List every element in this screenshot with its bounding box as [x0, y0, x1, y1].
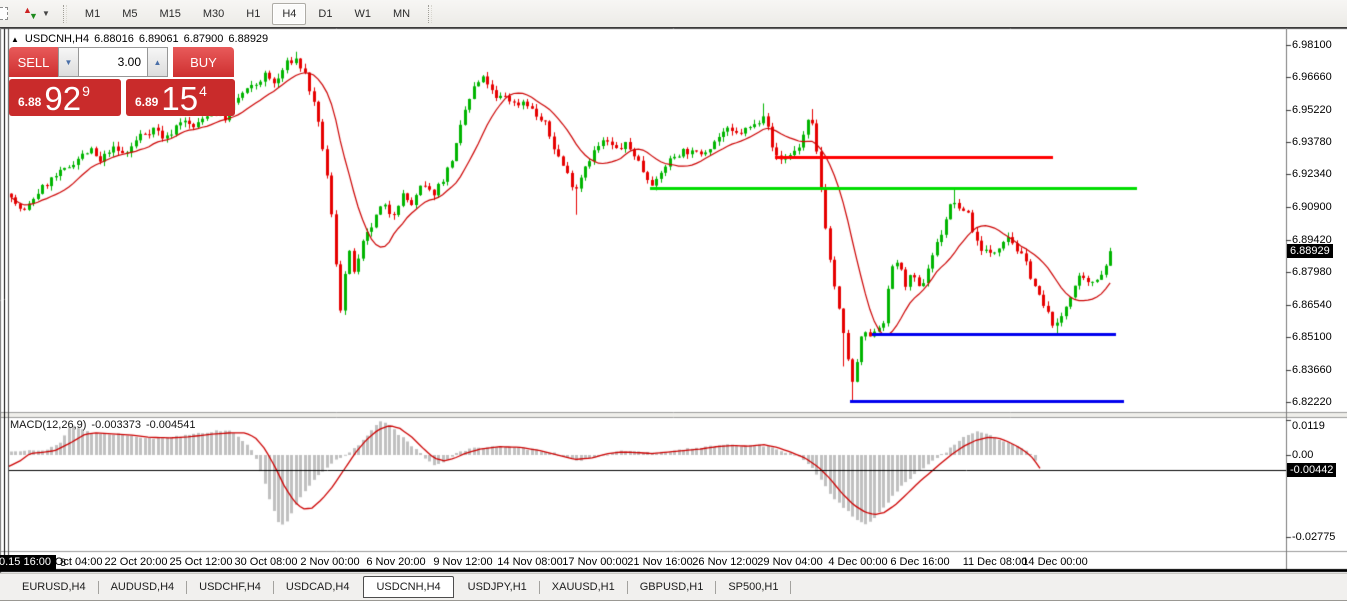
- chart-marker-icon: ▲: [11, 35, 19, 44]
- timeframe-buttons: M1 M5 M15 M30 H1 H4 D1 W1 MN: [74, 2, 421, 25]
- ask-pip-digit: 4: [199, 83, 207, 99]
- ask-prefix: 6.89: [135, 95, 159, 109]
- bid-prefix: 6.88: [18, 95, 42, 109]
- tab-separator: [538, 580, 540, 594]
- order-dropdown-caret-icon[interactable]: ▼: [42, 9, 50, 18]
- bid-big-digits: 92: [44, 80, 82, 117]
- current-price-tag: 6.88929: [1287, 244, 1333, 259]
- timeframe-button-h1[interactable]: H1: [246, 7, 261, 20]
- macd-axis-label: 0.00: [1292, 449, 1314, 461]
- macd-axis-label: 0.0119: [1292, 420, 1325, 432]
- tab-usdjpy[interactable]: USDJPY,H1: [467, 581, 527, 593]
- time-axis-label: 14 Nov 08:00: [497, 556, 563, 568]
- time-axis-label: 26 Nov 12:00: [692, 556, 758, 568]
- time-axis-label: 22 Oct 20:00: [104, 556, 168, 568]
- macd-value-1: -0.003373: [91, 419, 141, 431]
- crosshair-time-tag: 0.15 16:00: [0, 555, 56, 570]
- price-axis-label: 6.90900: [1292, 200, 1332, 213]
- time-axis-label: 9 Nov 12:00: [433, 556, 493, 568]
- symbol-tab-bar: EURUSD,H4 AUDUSD,H4 USDCHF,H4 USDCAD,H4 USDC…: [0, 573, 1347, 601]
- tab-usdcnh[interactable]: USDCNH,H4: [363, 576, 454, 598]
- clipped-toolbar-icon[interactable]: [0, 7, 8, 20]
- macd-value-2: -0.004541: [145, 419, 196, 431]
- order-arrow-up-icon: ▲: [23, 4, 32, 15]
- tab-usdchf[interactable]: USDCHF,H4: [199, 581, 261, 593]
- new-order-icon[interactable]: ▲ ▼: [22, 4, 40, 22]
- price-axis-label: 6.83660: [1292, 363, 1332, 376]
- chart-title: ▲ USDCNH,H4 6.88016 6.89061 6.87900 6.88…: [11, 33, 268, 45]
- time-axis-label: 25 Oct 12:00: [169, 556, 233, 568]
- tab-eurusd[interactable]: EURUSD,H4: [22, 581, 86, 593]
- tab-audusd[interactable]: AUDUSD,H4: [110, 581, 175, 593]
- tab-separator: [97, 580, 99, 594]
- order-arrow-down-icon: ▼: [29, 10, 38, 21]
- tab-xauusd[interactable]: XAUUSD,H1: [551, 581, 615, 593]
- macd-indicator-label: MACD(12,26,9) -0.003373 -0.004541: [10, 419, 196, 431]
- ohlc-close: 6.88929: [228, 33, 269, 45]
- volume-increase-button[interactable]: ▲: [147, 47, 168, 77]
- price-axis-label: 6.92340: [1292, 168, 1332, 181]
- timeframe-button-h4[interactable]: H4: [272, 2, 307, 25]
- toolbar-separator: [62, 4, 67, 23]
- time-axis-label: 17 Nov 00:00: [562, 556, 628, 568]
- price-axis-label: 6.89420: [1292, 234, 1332, 247]
- time-axis-label: 14 Dec 00:00: [1022, 556, 1088, 568]
- crosshair-macd-value-tag: -0.00442: [1287, 463, 1337, 477]
- bid-pip-digit: 9: [82, 83, 90, 99]
- timeframe-button-m15[interactable]: M15: [159, 7, 181, 20]
- timeframe-button-m5[interactable]: M5: [122, 7, 138, 20]
- time-axis-label: 4 Dec 00:00: [828, 556, 888, 568]
- time-axis-label: 11 Dec 08:00: [962, 556, 1028, 568]
- time-axis-label: 29 Nov 04:00: [757, 556, 823, 568]
- price-axis-label: 6.86540: [1292, 298, 1332, 311]
- sell-button[interactable]: SELL: [9, 47, 58, 77]
- tab-separator: [626, 580, 628, 594]
- tab-gbpusd[interactable]: GBPUSD,H1: [639, 581, 704, 593]
- timeframe-button-d1[interactable]: D1: [318, 7, 333, 20]
- macd-axis-label: -0.02775: [1292, 530, 1336, 543]
- one-click-trading-widget: SELL ▼ 3.00 ▲ BUY 6.88 92 9 6.89 15 4: [9, 47, 235, 116]
- buy-button[interactable]: BUY: [173, 47, 234, 77]
- macd-name: MACD(12,26,9): [10, 419, 87, 431]
- price-axis-label: 6.85100: [1292, 331, 1332, 344]
- tab-separator: [272, 580, 274, 594]
- timeframe-button-mn[interactable]: MN: [392, 7, 411, 20]
- price-axis-label: 6.95220: [1292, 103, 1332, 116]
- chart-window: ▲ USDCNH,H4 6.88016 6.89061 6.87900 6.88…: [0, 28, 1347, 573]
- timeframe-button-m30[interactable]: M30: [202, 7, 225, 20]
- time-axis-label: 2 Nov 00:00: [300, 556, 360, 568]
- tab-separator: [715, 580, 717, 594]
- chart-symbol-period: USDCNH,H4: [24, 33, 90, 45]
- price-chart-canvas[interactable]: [0, 28, 1347, 573]
- price-axis-label: 6.98100: [1292, 39, 1332, 51]
- bid-price-panel[interactable]: 6.88 92 9: [9, 79, 121, 116]
- volume-field[interactable]: 3.00: [79, 47, 147, 77]
- price-axis-label: 6.82220: [1292, 395, 1332, 408]
- ask-big-digits: 15: [161, 80, 199, 117]
- time-axis-label: 6 Nov 20:00: [366, 556, 426, 568]
- tab-separator: [186, 580, 188, 594]
- top-toolbar: ▲ ▼ ▼ M1 M5 M15 M30 H1 H4 D1 W1 MN: [0, 0, 1347, 28]
- ohlc-low: 6.87900: [183, 33, 224, 45]
- price-axis-label: 6.96660: [1292, 71, 1332, 84]
- time-axis-label: 21 Nov 16:00: [627, 556, 693, 568]
- time-axis-label: 30 Oct 08:00: [234, 556, 298, 568]
- tab-usdcad[interactable]: USDCAD,H4: [285, 581, 350, 593]
- price-axis-label: 6.87980: [1292, 266, 1332, 279]
- time-axis-label: 6 Dec 16:00: [890, 556, 950, 568]
- price-axis-label: 6.93780: [1292, 136, 1332, 149]
- timeframe-button-w1[interactable]: W1: [354, 7, 371, 20]
- ask-price-panel[interactable]: 6.89 15 4: [126, 79, 235, 116]
- volume-decrease-button[interactable]: ▼: [58, 47, 79, 77]
- ohlc-open: 6.88016: [94, 33, 134, 45]
- tab-separator: [790, 580, 792, 594]
- timeframe-button-m1[interactable]: M1: [84, 7, 101, 20]
- toolbar-separator-2: [428, 4, 433, 23]
- partial-time-label: 8: [60, 557, 67, 569]
- ohlc-high: 6.89061: [138, 33, 179, 45]
- tab-sp500[interactable]: SP500,H1: [728, 581, 779, 593]
